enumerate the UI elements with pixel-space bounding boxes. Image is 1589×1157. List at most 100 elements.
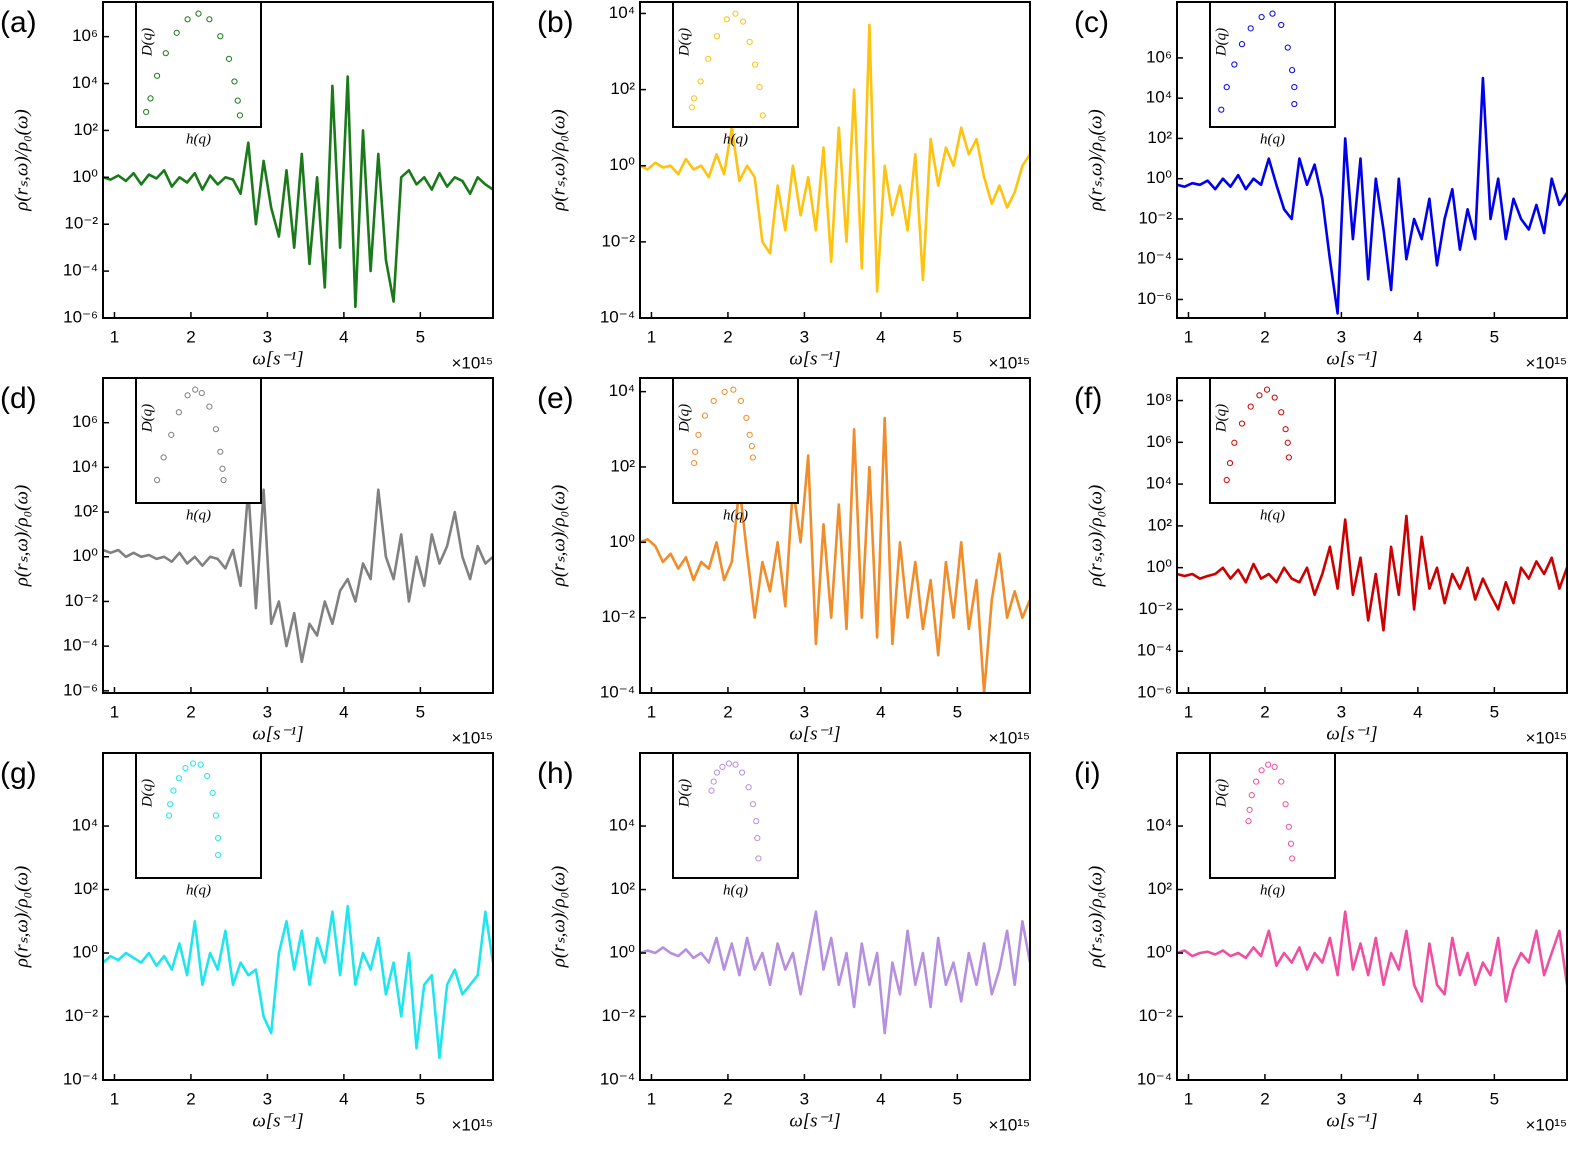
y-tick-label: 10⁴: [1146, 474, 1172, 493]
inset-point: [1223, 84, 1230, 91]
inset-point: [204, 772, 211, 780]
x-tick-label: 1: [647, 1089, 656, 1108]
y-tick-label: 10⁻²: [1138, 599, 1172, 618]
inset-point: [165, 812, 173, 819]
plot-area: [640, 23, 1030, 293]
inset-point: [1253, 778, 1260, 785]
inset-point: [1289, 67, 1296, 74]
inset-x-label: h(q): [186, 507, 211, 523]
x-tick-label: 4: [1413, 327, 1422, 346]
x-tick-label: 5: [953, 702, 962, 721]
y-axis-label: ρ(rₛ,ω)/ρ₀(ω): [548, 109, 569, 212]
inset-point: [219, 465, 226, 472]
inset-point: [167, 801, 174, 808]
inset-point: [175, 409, 182, 416]
panel-label: (a): [0, 6, 37, 39]
inset-point: [1245, 818, 1252, 825]
y-axis-label: ρ(rₛ,ω)/ρ₀(ω): [11, 109, 32, 212]
inset-point: [206, 16, 213, 23]
axes-box: [102, 752, 494, 1081]
x-axis-label: ω[s⁻¹]: [252, 723, 303, 744]
inset-point: [710, 778, 717, 785]
inset-point: [175, 775, 182, 782]
y-tick-label: 10⁰: [1146, 943, 1172, 962]
inset-point: [1285, 823, 1292, 830]
inset-point: [1291, 84, 1298, 91]
x-tick-label: 2: [723, 1089, 732, 1108]
panel: 1 2 3 4 5 10⁻⁴ 10⁻² 10⁰ 10² 10⁴ ω[s⁻¹] ×10¹⁵ ρ(rₛ,ω)…: [537, 1, 1031, 372]
data-line: [640, 23, 1030, 293]
inset-point: [1265, 761, 1272, 768]
x-multiplier: ×10¹⁵: [988, 728, 1030, 747]
inset-x-label: h(q): [723, 507, 748, 523]
x-multiplier: ×10¹⁵: [1525, 1115, 1567, 1134]
inset-point: [738, 769, 746, 776]
data-line: [103, 488, 493, 664]
y-tick-label: 10⁴: [1146, 88, 1172, 107]
inset-x-label: h(q): [1260, 507, 1285, 523]
inset-x-label: h(q): [723, 882, 748, 898]
y-tick-label: 10⁻²: [601, 231, 635, 250]
inset-x-label: h(q): [186, 882, 211, 898]
inset-point: [1271, 763, 1278, 771]
panel-label: (c): [1074, 6, 1109, 39]
x-tick-label: 3: [1337, 702, 1346, 721]
x-tick-label: 2: [186, 702, 195, 721]
panel: 1 2 3 4 5 10⁻⁴ 10⁻² 10⁰ 10² 10⁴ ω[s⁻¹] ×10¹⁵ ρ(rₛ,ω)…: [537, 377, 1031, 747]
x-axis-label: ω[s⁻¹]: [252, 1110, 303, 1131]
y-tick-label: 10²: [1147, 128, 1172, 147]
y-tick-label: 10⁻⁴: [63, 261, 98, 280]
inset-point: [170, 787, 177, 794]
x-tick-label: 3: [1337, 1089, 1346, 1108]
x-multiplier: ×10¹⁵: [451, 728, 493, 747]
y-tick-label: 10⁻²: [64, 214, 98, 233]
x-tick-label: 2: [723, 702, 732, 721]
x-tick-label: 5: [1490, 1089, 1499, 1108]
inset-point: [147, 95, 154, 102]
inset-point: [212, 812, 220, 819]
inset-point: [209, 789, 216, 797]
inset-point: [206, 403, 213, 410]
y-tick-label: 10⁻⁴: [600, 307, 635, 326]
y-tick-label: 10²: [73, 502, 98, 521]
x-tick-label: 5: [953, 1089, 962, 1108]
x-tick-label: 4: [876, 702, 885, 721]
y-tick-label: 10⁴: [72, 457, 98, 476]
x-tick-label: 1: [647, 702, 656, 721]
inset-point: [1258, 13, 1265, 21]
inset-point: [745, 784, 752, 791]
y-tick-label: 10⁻⁴: [63, 1069, 98, 1088]
plot-area: [103, 75, 493, 309]
x-tick-label: 5: [1490, 702, 1499, 721]
inset-x-label: h(q): [1260, 131, 1285, 147]
y-axis-label: ρ(rₛ,ω)/ρ₀(ω): [1085, 109, 1106, 212]
x-axis-label: ω[s⁻¹]: [252, 348, 303, 369]
inset-point: [198, 389, 205, 397]
data-line: [103, 75, 493, 309]
inset-point: [755, 855, 762, 862]
x-tick-label: 1: [647, 327, 656, 346]
inset-point: [1284, 439, 1291, 446]
x-tick-label: 3: [263, 327, 272, 346]
y-tick-label: 10⁴: [609, 816, 635, 835]
inset-point: [231, 78, 238, 85]
x-axis-label: ω[s⁻¹]: [1326, 348, 1377, 369]
inset-point: [189, 760, 197, 767]
panel-label: (g): [0, 757, 37, 790]
inset-point: [721, 388, 728, 396]
inset-point: [153, 476, 161, 484]
x-axis-label: ω[s⁻¹]: [1326, 1110, 1377, 1131]
inset-point: [217, 448, 224, 455]
inset-point: [1218, 106, 1225, 113]
inset-box: [135, 1, 262, 128]
y-tick-label: 10⁰: [72, 167, 98, 186]
y-tick-label: 10²: [1147, 515, 1172, 534]
x-axis-label: ω[s⁻¹]: [789, 348, 840, 369]
inset-point: [143, 108, 150, 116]
inset-point: [749, 801, 757, 808]
inset-point: [713, 33, 721, 40]
y-tick-label: 10²: [73, 120, 98, 139]
y-tick-label: 10²: [610, 879, 635, 898]
plot-area: [1177, 514, 1567, 632]
inset-box: [135, 752, 262, 879]
